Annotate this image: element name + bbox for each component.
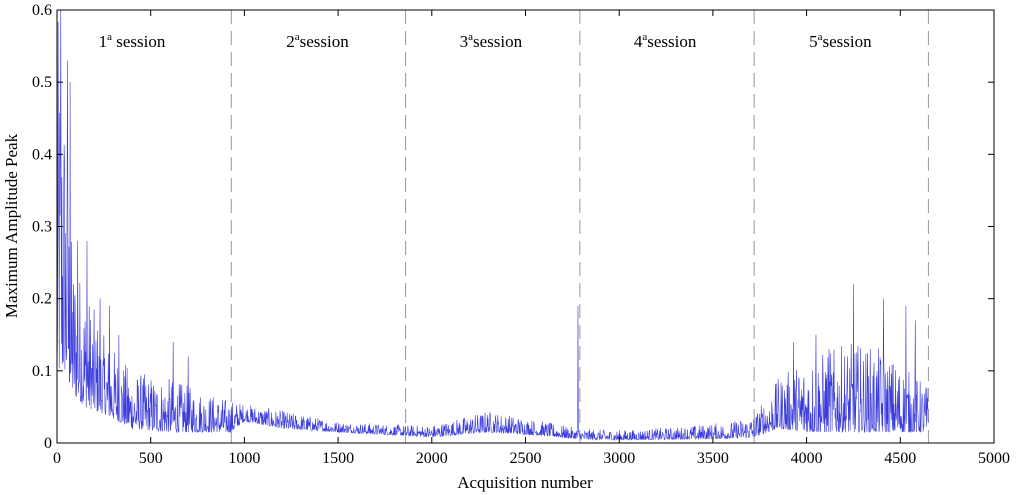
session-label-superscript: a bbox=[468, 31, 473, 43]
series-layer bbox=[56, 9, 929, 442]
session-label-text: session bbox=[647, 32, 697, 51]
session-label-text: session bbox=[112, 32, 166, 51]
y-tick-label: 0.1 bbox=[32, 363, 52, 380]
y-tick-label: 0.4 bbox=[32, 146, 52, 163]
session-label-4: 4asession bbox=[634, 31, 697, 51]
session-label-superscript: a bbox=[295, 31, 300, 43]
session-label-2: 2asession bbox=[286, 31, 349, 51]
session-label-text: session bbox=[822, 32, 872, 51]
x-axis-label: Acquisition number bbox=[457, 473, 593, 492]
x-tick-label: 3000 bbox=[603, 450, 635, 467]
session-dividers bbox=[230, 10, 929, 443]
session-label-number: 4 bbox=[634, 32, 643, 51]
series-line-1 bbox=[56, 9, 929, 442]
y-axis-label: Maximum Amplitude Peak bbox=[2, 133, 21, 318]
y-tick-label: 0.2 bbox=[32, 291, 52, 308]
x-axis: 0 500 1000 1500 2000 2500 3000 3500 4000 4500 5000 bbox=[53, 10, 1010, 467]
session-label-3: 3asession bbox=[460, 31, 523, 51]
y-tick-label: 0.3 bbox=[32, 219, 52, 236]
session-label-number: 5 bbox=[809, 32, 818, 51]
x-tick-label: 500 bbox=[139, 450, 163, 467]
x-tick-label: 2000 bbox=[416, 450, 448, 467]
x-tick-label: 0 bbox=[53, 450, 61, 467]
session-labels: 1a session 2asession 3asession 4asession 5as… bbox=[99, 31, 873, 51]
y-tick-label: 0.5 bbox=[32, 74, 52, 91]
session-label-number: 3 bbox=[460, 32, 469, 51]
session-label-text: session bbox=[300, 32, 350, 51]
y-axis: 0 0.1 0.2 0.3 0.4 0.5 0.6 bbox=[32, 2, 994, 452]
x-tick-label: 5000 bbox=[978, 450, 1010, 467]
session-label-superscript: a bbox=[107, 31, 112, 43]
session-label-superscript: a bbox=[642, 31, 647, 43]
x-tick-label: 3500 bbox=[697, 450, 729, 467]
session-label-5: 5asession bbox=[809, 31, 872, 51]
session-label-text: session bbox=[473, 32, 523, 51]
x-tick-label: 1500 bbox=[322, 450, 354, 467]
y-tick-label: 0 bbox=[44, 435, 52, 452]
x-tick-label: 2500 bbox=[510, 450, 542, 467]
x-tick-label: 4500 bbox=[884, 450, 916, 467]
session-label-1: 1a session bbox=[99, 31, 166, 51]
y-tick-label: 0.6 bbox=[32, 2, 52, 19]
x-tick-label: 4000 bbox=[791, 450, 823, 467]
x-tick-label: 1000 bbox=[228, 450, 260, 467]
session-label-number: 1 bbox=[99, 32, 108, 51]
session-label-number: 2 bbox=[286, 32, 295, 51]
plot-background bbox=[57, 10, 994, 443]
session-label-superscript: a bbox=[818, 31, 823, 43]
